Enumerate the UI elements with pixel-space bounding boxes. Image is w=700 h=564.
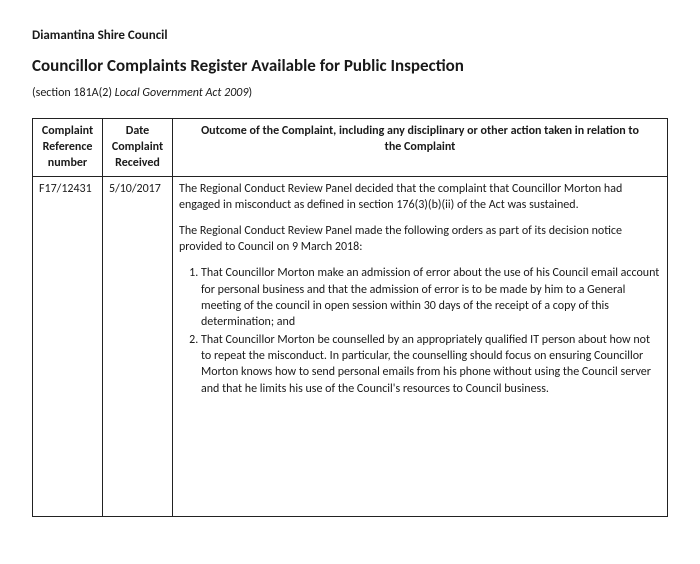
col-header-outcome-l1: Outcome of the Complaint, including any … xyxy=(201,124,639,138)
cell-outcome: The Regional Conduct Review Panel decide… xyxy=(173,176,668,516)
page-title: Councillor Complaints Register Available… xyxy=(32,55,668,76)
col-header-date: Date Complaint Received xyxy=(103,119,173,177)
table-header-row: Complaint Reference number Date Complain… xyxy=(33,119,668,177)
col-header-date-l1: Date xyxy=(126,124,149,138)
cell-date: 5/10/2017 xyxy=(103,176,173,516)
complaints-table: Complaint Reference number Date Complain… xyxy=(32,118,668,517)
col-header-outcome-l2: the Complaint xyxy=(385,140,456,154)
outcome-content: The Regional Conduct Review Panel decide… xyxy=(179,181,661,397)
col-header-ref: Complaint Reference number xyxy=(33,119,103,177)
table-row: F17/12431 5/10/2017 The Regional Conduct… xyxy=(33,176,668,516)
col-header-ref-l3: number xyxy=(48,156,87,170)
col-header-date-l2: Complaint xyxy=(112,140,163,154)
cell-ref: F17/12431 xyxy=(33,176,103,516)
outcome-p1: The Regional Conduct Review Panel decide… xyxy=(179,181,661,213)
outcome-order-1: That Councillor Morton make an admission… xyxy=(201,265,661,330)
org-name: Diamantina Shire Council xyxy=(32,28,668,43)
outcome-p2: The Regional Conduct Review Panel made t… xyxy=(179,223,661,255)
col-header-outcome: Outcome of the Complaint, including any … xyxy=(173,119,668,177)
outcome-orders: That Councillor Morton make an admission… xyxy=(179,265,661,397)
subtitle-suffix: ) xyxy=(248,86,252,100)
col-header-date-l3: Received xyxy=(115,156,160,170)
subtitle-act: Local Government Act 2009 xyxy=(115,86,249,100)
col-header-ref-l1: Complaint xyxy=(42,124,93,138)
outcome-order-2: That Councillor Morton be counselled by … xyxy=(201,332,661,397)
page-subtitle: (section 181A(2) Local Government Act 20… xyxy=(32,86,668,100)
col-header-ref-l2: Reference xyxy=(43,140,93,154)
subtitle-prefix: (section 181A(2) xyxy=(32,86,115,100)
